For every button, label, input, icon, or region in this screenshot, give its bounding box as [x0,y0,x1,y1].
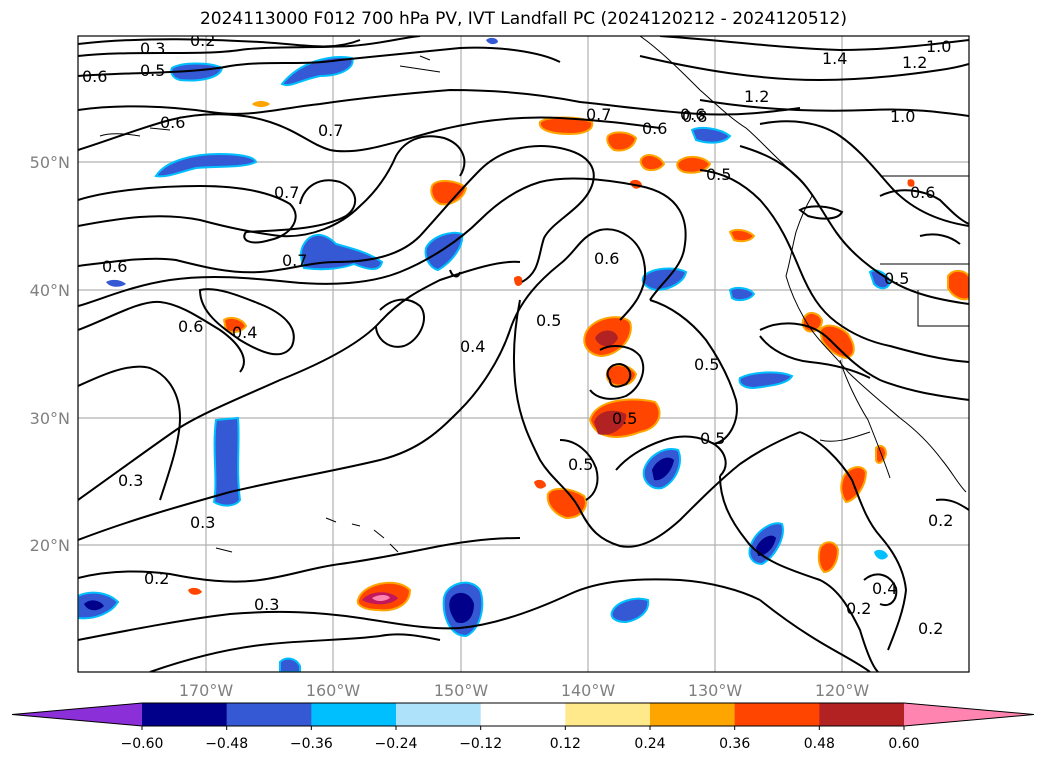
colorbar-segment [311,703,397,726]
contour-label: 0.2 [144,569,169,588]
contour-label: 0.3 [190,513,215,532]
colorbar-tick-label: 0.36 [719,736,750,752]
contour-label: 0.3 [118,471,143,490]
ivt-negative-blob [154,152,258,178]
contour-label: 0.5 [140,61,165,80]
contour-label: 0.6 [82,67,107,86]
lat-tick: 50°N [30,153,70,172]
contour-label: 0.5 [700,429,725,448]
ivt-negative-blob [212,416,242,507]
map-title: 2024113000 F012 700 hPa PV, IVT Landfall… [199,9,847,29]
ivt-positive-blob [817,541,840,574]
colorbar-segment [819,703,905,726]
contour-label: 0.6 [680,105,705,124]
contour-label: 0.3 [254,595,279,614]
contour-label: 0.3 [140,39,165,58]
lon-tick: 160°W [306,681,361,700]
lon-tick: 170°W [179,681,234,700]
colorbar-tick-label: 0.60 [888,736,919,752]
contour-label: 0.4 [460,337,485,356]
ivt-positive-blob [639,154,666,172]
lat-tick: 30°N [30,409,70,428]
colorbar-extend-max [904,703,1034,726]
pv-contours [78,36,969,672]
ivt-positive-blob [728,228,756,243]
colorbar-segment [480,703,566,726]
colorbar-tick-label: −0.48 [205,736,248,752]
colorbar-tick-label: −0.12 [459,736,502,752]
contour-label: 1.0 [926,37,951,56]
colorbar-tick-label: −0.60 [121,736,164,752]
contour-label: 0.5 [694,355,719,374]
contour-label: 0.7 [586,105,611,124]
colorbar-segment [142,703,228,726]
lat-tick-labels: 50°N 40°N 30°N 20°N [30,153,70,555]
contour-label: 0.6 [160,113,185,132]
lat-tick: 20°N [30,536,70,555]
ivt-positive-blob [818,324,855,360]
contour-label: 0.2 [928,511,953,530]
lon-tick: 130°W [688,681,743,700]
ivt-negative-blob [279,657,301,672]
colorbar-segment [226,703,312,726]
colorbar-tick-label: −0.36 [290,736,333,752]
contour-label: 0.5 [884,269,909,288]
colorbar-segment [396,703,482,726]
ivt-negative-blob [728,286,756,302]
contour-label: 0.5 [568,455,593,474]
ivt-positive-blob [606,131,638,152]
contour-label: 0.7 [282,251,307,270]
colorbar-extend-min [12,703,142,726]
contour-label: 0.5 [706,165,731,184]
ivt-negative-blob [738,371,794,390]
contour-labels: 0.3 0.2 0.5 0.6 0.6 0.7 0.7 0.7 0.6 0.6 … [82,31,953,638]
contour-label: 0.7 [274,183,299,202]
contour-label: 1.2 [744,87,769,106]
colorbar-tick-label: 0.48 [804,736,835,752]
contour-label: 0.4 [872,579,897,598]
ivt-negative-blob [690,127,732,144]
colorbar-tick-label: 0.12 [550,736,581,752]
contour-label: 0.6 [102,257,127,276]
ivt-negative-blob [170,62,224,82]
colorbar-tick-label: −0.24 [375,736,418,752]
colorbar: −0.60 −0.48 −0.36 −0.24 −0.12 0.12 0.24 0.36 0.4… [11,702,1035,752]
contour-label: 1.4 [822,49,847,68]
contour-label: 0.8 [682,107,707,126]
colorbar-segment [650,703,736,726]
contour-label: 0.2 [846,599,871,618]
contour-label: 0.5 [612,409,637,428]
ivt-positive-blob [676,156,712,174]
lon-tick: 120°W [815,681,870,700]
map-frame [77,35,970,673]
ivt-positive-blob [947,270,969,301]
contour-label: 0.6 [642,119,667,138]
contour-label: 0.4 [232,323,257,342]
ivt-negative-blob [641,267,688,292]
contour-label: 0.2 [918,619,943,638]
lon-tick-labels: 170°W 160°W 150°W 140°W 130°W 120°W [179,681,870,700]
colorbar-tick-label: 0.24 [634,736,665,752]
contour-label: 0.7 [318,121,343,140]
lat-tick: 40°N [30,281,70,300]
ivt-negative-blob [610,597,650,624]
contour-label: 1.2 [902,53,927,72]
lon-tick: 150°W [434,681,489,700]
contour-label: 0.2 [190,31,215,50]
ivt-positive-blob [430,180,468,206]
contour-label: 0.5 [536,311,561,330]
contour-label: 1.0 [890,107,915,126]
colorbar-segment [734,703,820,726]
contour-label: 0.6 [178,317,203,336]
ivt-positive-blob [546,488,587,520]
lon-tick: 140°W [561,681,616,700]
colorbar-segment [565,703,651,726]
contour-label: 0.6 [910,183,935,202]
contour-label: 0.6 [594,249,619,268]
